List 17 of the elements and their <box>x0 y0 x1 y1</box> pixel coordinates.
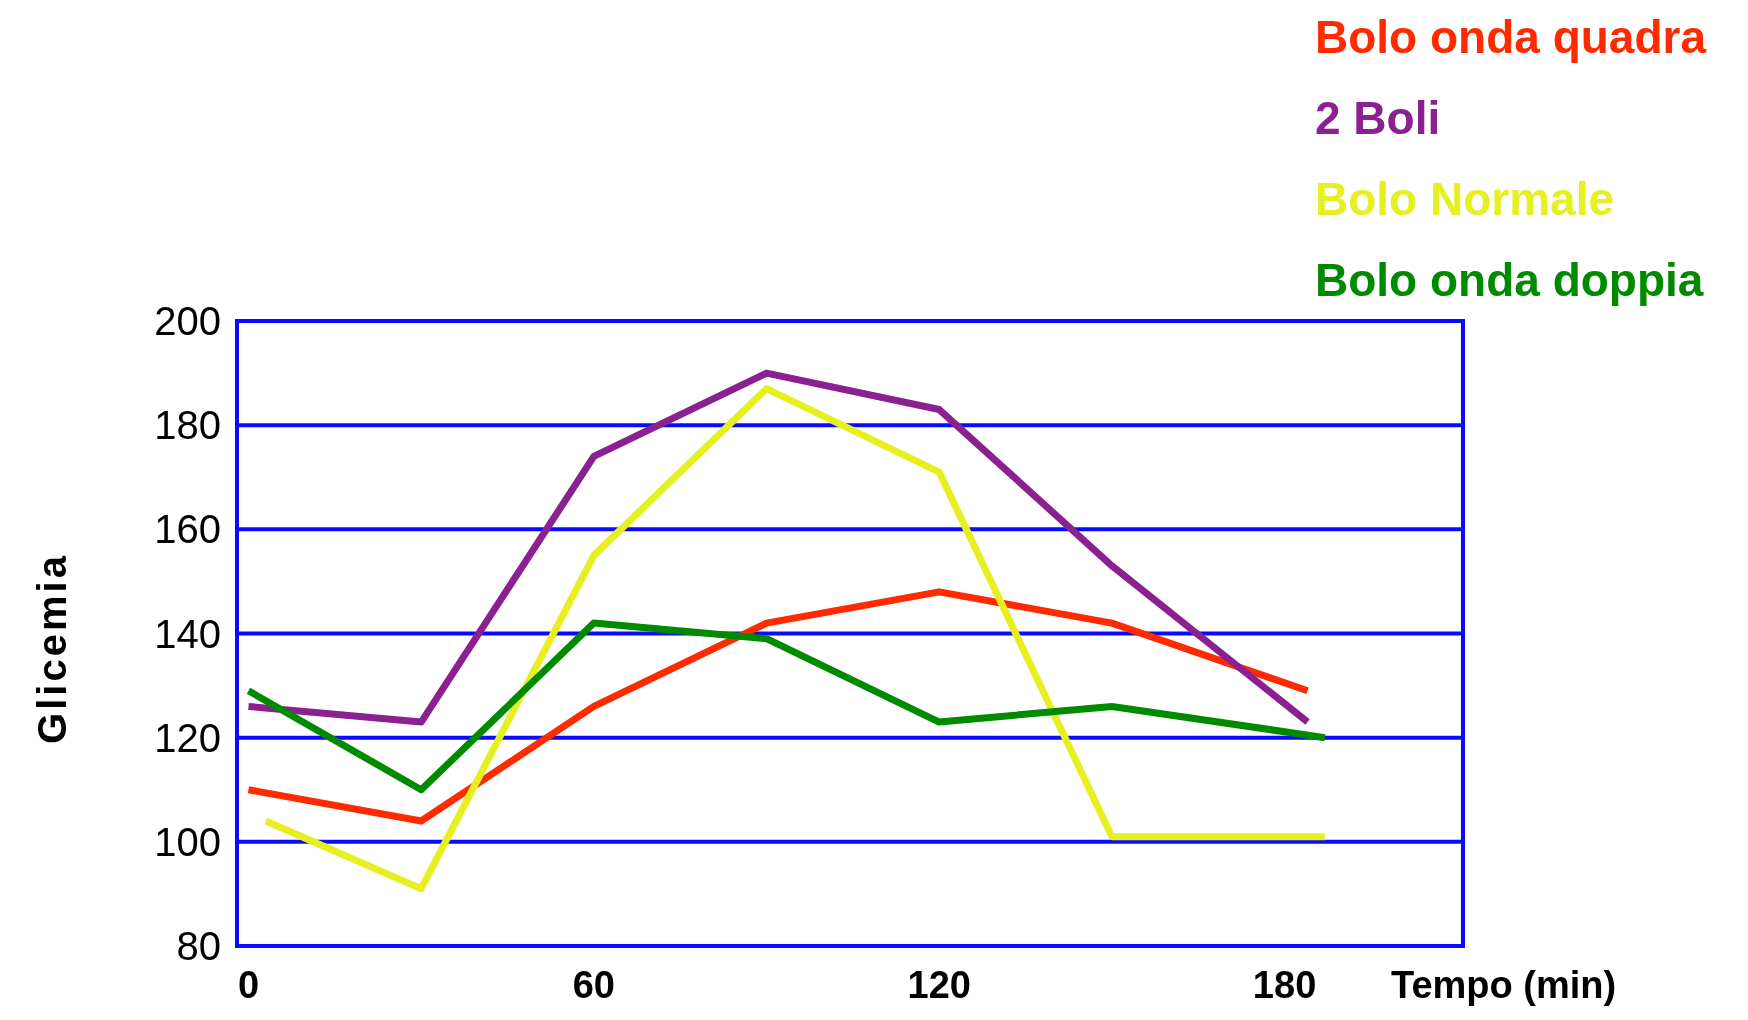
text: Bolo Normale <box>1315 173 1615 225</box>
x-tick-label: 120 <box>907 964 971 1006</box>
x-axis-title: Tempo (min) <box>1391 964 1617 1006</box>
x-tick-label: 60 <box>572 964 615 1006</box>
y-axis-title: Glicemia <box>30 553 74 744</box>
x-tick-label: 0 <box>237 964 260 1006</box>
y-tick-label: 80 <box>176 924 221 968</box>
y-tick-label: 120 <box>154 715 221 760</box>
y-tick-label: 140 <box>154 611 221 656</box>
y-tick-label: 160 <box>154 507 221 552</box>
text: Bolo onda doppia <box>1315 254 1704 306</box>
text: Bolo onda quadra <box>1315 11 1707 63</box>
y-tick-label: 200 <box>154 299 221 343</box>
y-tick-label: 100 <box>154 819 221 864</box>
text: 2 Boli <box>1315 92 1441 144</box>
x-tick-label: 180 <box>1252 964 1317 1006</box>
y-tick-label: 180 <box>154 403 221 448</box>
